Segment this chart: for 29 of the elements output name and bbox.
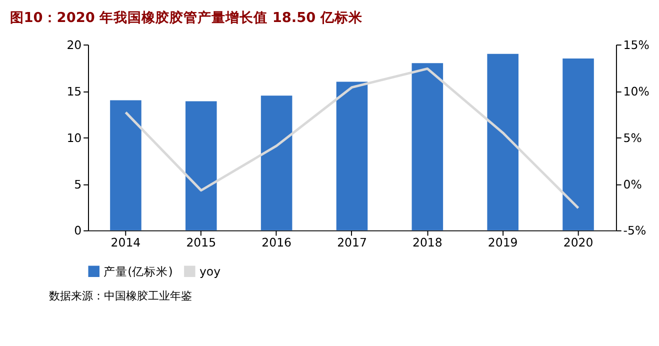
x-tick-label: 2020	[563, 235, 594, 250]
source-note: 数据来源：中国橡胶工业年鉴	[48, 290, 192, 303]
y2-tick-label: -5%	[623, 224, 646, 238]
x-tick-label: 2015	[186, 235, 216, 250]
y-tick-label: 20	[66, 38, 82, 52]
y2-tick-label: 0%	[623, 177, 642, 192]
y-tick-label: 0	[74, 224, 82, 238]
legend-label: yoy	[199, 264, 221, 278]
bar	[110, 100, 142, 230]
bar	[562, 58, 594, 230]
bar	[412, 63, 444, 230]
y2-tick-label: 10%	[623, 84, 650, 98]
y-tick-label: 15	[66, 84, 82, 98]
y2-tick-label: 15%	[623, 38, 650, 52]
x-tick-label: 2014	[110, 235, 141, 250]
x-tick-label: 2017	[337, 235, 367, 250]
bar	[185, 101, 217, 230]
y-tick-label: 10	[66, 130, 82, 145]
x-tick-label: 2018	[412, 235, 442, 250]
bar	[487, 54, 518, 230]
y2-tick-label: 5%	[623, 130, 642, 145]
x-tick-label: 2019	[488, 235, 518, 250]
x-tick-label: 2016	[262, 235, 292, 250]
legend-label: 产量(亿标米)	[104, 264, 173, 278]
bar	[336, 82, 368, 230]
bar	[260, 96, 292, 230]
line-series	[124, 67, 580, 210]
y-tick-label: 5	[74, 177, 82, 192]
chart-title: 图10：2020 年我国橡胶胶管产量增长值 18.50 亿标米	[10, 9, 364, 26]
